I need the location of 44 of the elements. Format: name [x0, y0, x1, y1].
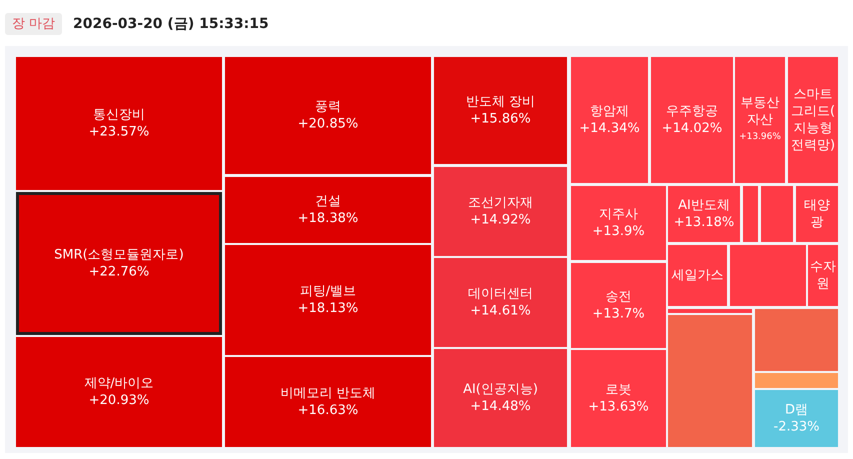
- category-label: 피팅/밸브: [300, 284, 356, 299]
- data-label: +13.18%: [674, 215, 734, 230]
- category-label: 조선기자재: [468, 196, 533, 210]
- category-label: 비메모리 반도체: [280, 386, 376, 401]
- category-label: 데이터센터: [468, 286, 533, 302]
- data-label: +20.93%: [88, 393, 150, 408]
- category-label: 스마트그리드(지능형전력망): [790, 87, 836, 153]
- data-label: +14.02%: [662, 121, 722, 136]
- category-label: 건설: [315, 194, 341, 209]
- data-label: +13.63%: [588, 400, 649, 414]
- data-label: +15.86%: [470, 112, 531, 126]
- category-label: D램: [784, 402, 808, 418]
- text: 장 마감: [12, 16, 56, 32]
- text: 2026-03-20 (금) 15:33:15: [73, 16, 269, 32]
- data-label: +14.61%: [470, 304, 531, 318]
- category-label: 송전: [606, 290, 632, 304]
- data-label: +20.85%: [298, 116, 358, 132]
- data-label: +14.92%: [470, 212, 531, 228]
- data-label: +16.63%: [298, 403, 358, 418]
- category-label: 부동산자산: [740, 96, 780, 128]
- data-label: +14.34%: [579, 121, 640, 136]
- data-label: +18.13%: [298, 301, 358, 316]
- category-label: AI반도체: [678, 198, 730, 213]
- data-label: -2.33%: [774, 420, 820, 434]
- data-label: +23.57%: [88, 124, 150, 140]
- category-label: 우주항공: [666, 104, 718, 119]
- category-label: 태양광: [804, 198, 830, 230]
- category-label: AI(인공지능): [463, 382, 538, 397]
- category-label: 반도체 장비: [466, 94, 536, 110]
- data-label: +13.9%: [592, 224, 645, 239]
- category-label: 세일가스: [672, 268, 724, 283]
- category-label: 항암제: [590, 104, 629, 119]
- category-label: 로봇: [606, 382, 632, 398]
- data-label: +14.48%: [470, 399, 531, 414]
- category-label: 풍력: [315, 100, 341, 114]
- data-label: +22.76%: [88, 264, 150, 280]
- category-label: SMR(소형모듈원자로): [54, 248, 184, 262]
- category-label: 수자원: [810, 260, 836, 292]
- category-label: 제약/바이오: [84, 376, 154, 391]
- data-label: +13.96%: [739, 132, 782, 142]
- data-label: +13.7%: [592, 306, 645, 322]
- data-label: +18.38%: [298, 211, 358, 226]
- category-label: 지주사: [599, 207, 638, 222]
- category-label: 통신장비: [93, 108, 145, 122]
